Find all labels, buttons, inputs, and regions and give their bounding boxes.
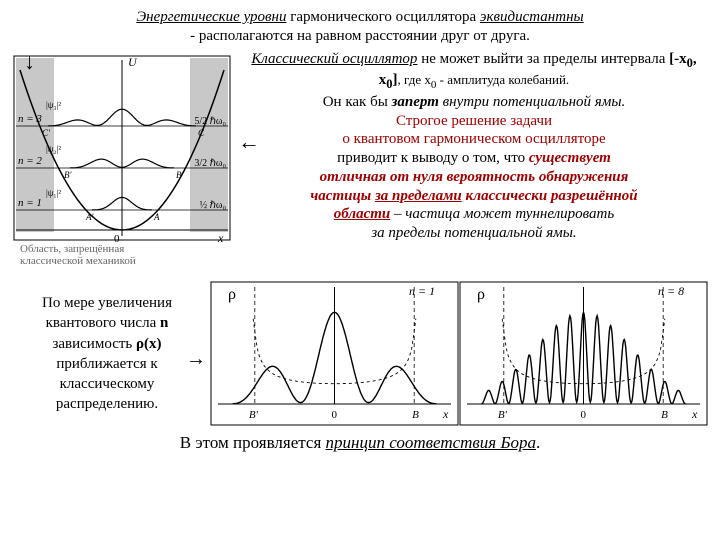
t8b: – частица может туннелировать	[390, 206, 614, 222]
svg-text:n = 1: n = 1	[18, 197, 42, 209]
svg-text:B': B'	[249, 409, 259, 421]
s1: По мере увеличения	[42, 295, 172, 311]
t7c: классически разрешённой	[462, 188, 638, 204]
svg-text:B': B'	[498, 409, 508, 421]
svg-text:x: x	[691, 407, 698, 421]
arrow-down-icon: ↓	[24, 48, 35, 76]
svg-text:n = 8: n = 8	[658, 284, 684, 298]
t9: за пределы потенциальной ямы.	[371, 225, 576, 241]
svg-text:A': A'	[85, 212, 94, 222]
svg-text:x: x	[442, 407, 449, 421]
s4: приближается к	[56, 356, 157, 372]
t2a: Он как бы	[323, 94, 392, 110]
s2b: n	[160, 315, 168, 331]
title-block: Энергетические уровни гармонического осц…	[12, 8, 708, 46]
probability-plot-n8: ρ n = 8 B' 0 Bx	[459, 281, 708, 426]
fb: принцип соответствия Бора	[326, 433, 536, 452]
energy-levels-diagram: Ux0n = 1½ ℏω₀|ψ₁|²A'An = 23/2 ℏω₀|ψ₂|²B'…	[12, 50, 232, 270]
arrow-left-icon: ←	[238, 128, 260, 156]
t5a: приводит к выводу о том, что	[337, 150, 529, 166]
svg-text:|ψ₁|²: |ψ₁|²	[46, 188, 61, 198]
svg-text:0: 0	[581, 409, 587, 421]
svg-text:x: x	[217, 231, 224, 245]
t2b: заперт	[392, 94, 439, 110]
s2a: квантового числа	[46, 315, 160, 331]
t4: о квантовом гармоническом осцилляторе	[342, 131, 605, 147]
svg-text:классической механикой: классической механикой	[20, 255, 136, 267]
svg-text:n = 1: n = 1	[409, 284, 435, 298]
s5: классическому	[60, 376, 155, 392]
t1g: - амплитуда колебаний.	[436, 72, 569, 87]
fc: .	[536, 433, 540, 452]
t1a: Классический осциллятор	[251, 51, 417, 67]
svg-text:0: 0	[332, 409, 338, 421]
t1f: , где x	[398, 72, 431, 87]
svg-text:U: U	[128, 55, 138, 69]
svg-text:B: B	[176, 170, 182, 180]
energy-diagram-column: ↓ Ux0n = 1½ ℏω₀|ψ₁|²A'An = 23/2 ℏω₀|ψ₂|²…	[12, 50, 232, 276]
title-part-b: гармонического осциллятора	[287, 9, 480, 25]
t2c: внутри потенциальной ямы.	[439, 94, 625, 110]
svg-text:|ψ₃|²: |ψ₃|²	[46, 100, 61, 110]
t3: Строгое решение задачи	[396, 113, 552, 129]
t6: отличная от нуля вероятность обнаружения	[320, 169, 629, 185]
t1c: [-x	[669, 51, 687, 67]
svg-text:B: B	[412, 409, 419, 421]
svg-text:Область, запрещённая: Область, запрещённая	[20, 243, 124, 255]
svg-text:n = 2: n = 2	[18, 155, 42, 167]
svg-text:A: A	[153, 212, 160, 222]
s3b: ρ(x)	[136, 336, 162, 352]
title-part-a: Энергетические уровни	[136, 9, 286, 25]
t7a: частицы	[310, 188, 375, 204]
probability-plot-n1: ρ n = 1 B' 0 Bx	[210, 281, 459, 426]
svg-text:ρ: ρ	[228, 286, 236, 303]
s6: распределению.	[56, 396, 158, 412]
title-line2: - располагаются на равном расстоянии дру…	[190, 28, 530, 44]
main-paragraph: Классический осциллятор не может выйти з…	[240, 50, 708, 243]
svg-text:C: C	[198, 128, 205, 138]
svg-text:C': C'	[42, 128, 51, 138]
t8a: области	[334, 206, 390, 222]
svg-text:n = 3: n = 3	[18, 113, 42, 125]
t1b: не может выйти за пределы интервала	[417, 51, 669, 67]
svg-text:3/2 ℏω₀: 3/2 ℏω₀	[194, 158, 226, 169]
side-text: По мере увеличения квантового числа n за…	[12, 293, 202, 415]
probability-plots: ρ n = 1 B' 0 Bx ρ n = 8 B' 0 Bx	[210, 281, 708, 426]
svg-text:|ψ₂|²: |ψ₂|²	[46, 144, 61, 154]
svg-text:ρ: ρ	[477, 286, 485, 303]
svg-text:½ ℏω₀: ½ ℏω₀	[200, 200, 227, 211]
footer-text: В этом проявляется принцип соответствия …	[12, 432, 708, 453]
svg-text:B': B'	[64, 170, 72, 180]
t7b: за пределами	[375, 188, 462, 204]
svg-text:5/2 ℏω₀: 5/2 ℏω₀	[194, 116, 226, 127]
t5b: существует	[529, 150, 611, 166]
title-part-c: эквидистантны	[480, 9, 584, 25]
arrow-right-icon: →	[186, 346, 206, 373]
main-text-column: ← Классический осциллятор не может выйти…	[240, 50, 708, 276]
s3a: зависимость	[52, 336, 136, 352]
fa: В этом проявляется	[180, 433, 326, 452]
svg-text:B: B	[661, 409, 668, 421]
